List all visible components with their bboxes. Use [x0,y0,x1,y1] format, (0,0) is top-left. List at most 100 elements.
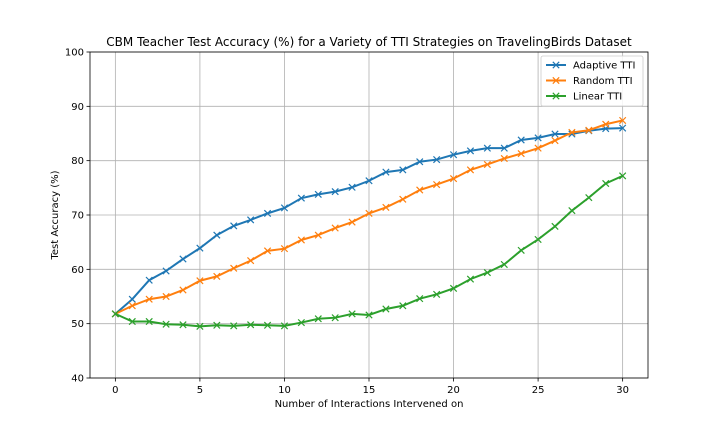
y-tick-label: 60 [71,265,84,276]
y-tick-label: 40 [71,374,84,385]
data-point [213,321,221,329]
data-point [619,124,627,132]
data-point [365,209,373,217]
data-point [399,166,407,174]
data-point [500,154,508,163]
data-point [263,247,272,255]
axis-ticks: 0 5 10 15 20 25 30 40 50 60 70 80 90 100 [65,48,629,397]
data-point [297,194,305,202]
data-point [213,272,221,281]
data-point [280,245,289,253]
data-point [466,147,475,155]
data-point [230,264,238,272]
series-linear-tti [111,172,627,331]
data-point [331,188,339,196]
legend-item: Linear TTI [546,92,622,103]
x-tick-label: 0 [112,385,118,396]
chart-title: CBM Teacher Test Accuracy (%) for a Vari… [106,35,632,49]
data-point [399,302,407,310]
data-point [247,257,255,265]
data-point [517,246,525,254]
data-point [534,134,542,142]
data-point [348,310,356,318]
data-point [517,136,525,144]
data-point [568,128,576,137]
data-point [602,179,610,188]
data-point [263,209,272,217]
legend-label: Adaptive TTI [573,61,635,72]
data-point [483,144,491,152]
data-point [297,236,305,244]
data-point [230,322,238,330]
legend-label: Linear TTI [573,92,622,103]
data-point [433,290,441,298]
data-point [399,195,407,203]
legend-item: Adaptive TTI [546,61,635,72]
data-point [517,149,525,158]
x-tick-label: 25 [532,385,545,396]
data-point [433,180,441,189]
data-point [280,322,289,330]
legend-item: Random TTI [546,76,633,87]
data-point [551,136,559,145]
y-tick-label: 90 [71,102,84,113]
data-point [348,218,356,226]
data-point [230,222,238,230]
data-point [196,322,204,331]
series-layer [111,116,627,331]
data-point [500,144,508,152]
data-point [145,295,153,303]
data-point [365,177,373,185]
data-point [382,203,390,212]
y-tick-label: 70 [71,211,84,222]
data-point [280,204,289,212]
data-point [483,268,491,277]
data-point [416,295,424,303]
x-tick-label: 5 [197,385,203,396]
data-point [416,186,424,194]
data-point [449,151,458,159]
data-point [348,183,356,191]
data-point [585,126,593,134]
data-point [382,168,390,176]
legend-marker [552,61,560,69]
x-tick-label: 15 [363,385,376,396]
data-point [534,235,542,244]
data-point [551,130,559,138]
data-point [196,244,204,252]
y-axis-label: Test Accuracy (%) [50,170,61,260]
data-point [196,277,204,285]
data-point [111,310,119,318]
data-point [179,255,187,263]
data-point [585,193,593,202]
data-point [568,207,576,215]
data-point [314,315,322,323]
y-tick-label: 50 [71,319,84,330]
legend-label: Random TTI [573,76,633,87]
data-point [128,302,136,310]
data-point [449,174,458,183]
legend-box [540,55,644,107]
x-tick-label: 10 [278,385,291,396]
data-point [128,295,136,303]
data-point [602,120,610,128]
data-point [314,231,322,239]
series-random-tti [111,116,627,318]
legend: Adaptive TTI Random TTI Linear TTI [540,55,644,107]
data-point [247,216,255,224]
data-point [500,260,508,269]
y-tick-label: 80 [71,156,84,167]
data-point [314,190,322,198]
data-point [619,172,627,180]
data-point [416,158,424,166]
legend-marker [552,92,560,100]
legend-marker [552,76,560,85]
data-point [551,222,559,231]
data-point [466,166,475,174]
x-axis-label: Number of Interactions Intervened on [275,399,464,410]
x-tick-label: 20 [447,385,460,396]
data-point [331,314,339,322]
data-point [449,284,458,292]
data-point [162,292,170,301]
